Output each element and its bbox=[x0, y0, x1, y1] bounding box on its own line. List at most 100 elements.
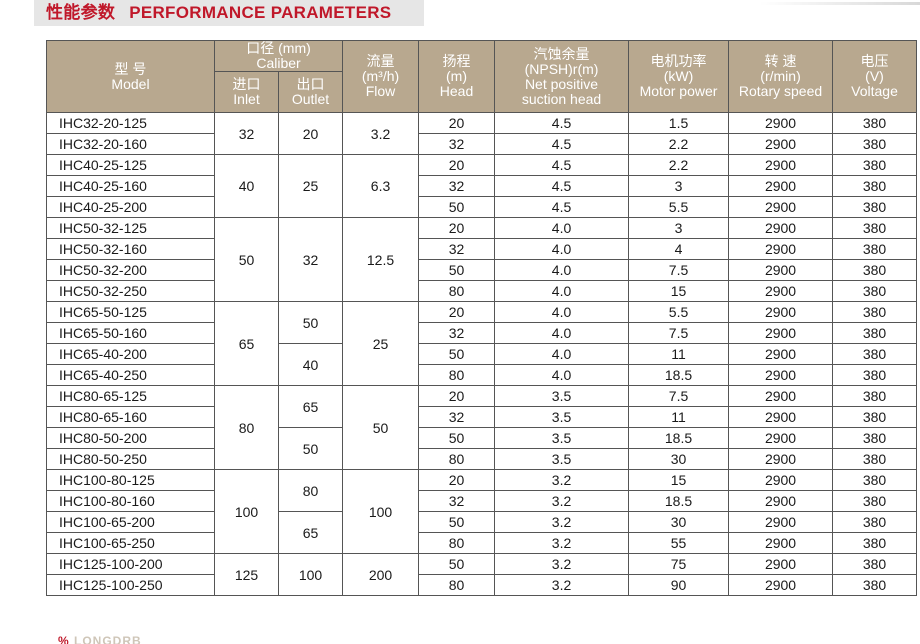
cell-model: IHC80-50-200 bbox=[46, 427, 215, 449]
cell-model: IHC50-32-200 bbox=[46, 259, 215, 281]
cell-power: 7.5 bbox=[628, 259, 730, 281]
header-head-zh: 扬程 bbox=[442, 53, 471, 69]
cell-head: 32 bbox=[418, 406, 496, 428]
cell-voltage: 380 bbox=[832, 154, 918, 176]
cell-speed: 2900 bbox=[728, 448, 834, 470]
header-flow-zh: 流量 bbox=[366, 53, 395, 69]
cell-head: 50 bbox=[418, 427, 496, 449]
cell-flow: 50 bbox=[342, 385, 420, 470]
cell-voltage: 380 bbox=[832, 343, 918, 365]
cell-npsh: 4.5 bbox=[494, 154, 630, 176]
header-head-en: Head bbox=[439, 83, 474, 99]
cell-npsh: 4.5 bbox=[494, 112, 630, 134]
cell-inlet: 100 bbox=[214, 469, 279, 554]
header-caliber-zh: 口径 (mm) bbox=[246, 40, 311, 56]
cell-voltage: 380 bbox=[832, 448, 918, 470]
cell-speed: 2900 bbox=[728, 301, 834, 323]
header-flow: 流量 (m³/h) Flow bbox=[342, 40, 420, 113]
header-inlet-en: Inlet bbox=[233, 91, 260, 107]
cell-outlet: 50 bbox=[277, 427, 344, 470]
cell-head: 50 bbox=[418, 259, 496, 281]
cell-speed: 2900 bbox=[728, 553, 834, 575]
cell-voltage: 380 bbox=[832, 511, 918, 533]
table-row: IHC125-100-200 125 100 200 50 3.2 75 2900 380 bbox=[46, 553, 918, 596]
cell-head: 20 bbox=[418, 301, 496, 323]
cell-npsh: 3.5 bbox=[494, 406, 630, 428]
cell-head: 32 bbox=[418, 238, 496, 260]
table-row: IHC50-32-200 50 4.0 7.5 2900 380 bbox=[46, 259, 918, 281]
table-row: IHC80-65-160 32 3.5 11 2900 380 bbox=[46, 406, 918, 428]
cell-power: 18.5 bbox=[628, 427, 730, 449]
cell-power: 4 bbox=[628, 238, 730, 260]
cell-npsh: 3.2 bbox=[494, 532, 630, 554]
cell-flow: 3.2 bbox=[342, 112, 420, 155]
cell-head: 50 bbox=[418, 196, 496, 218]
cell-head: 20 bbox=[418, 217, 496, 239]
cell-power: 3 bbox=[628, 175, 730, 197]
cell-npsh: 3.5 bbox=[494, 448, 630, 470]
header-head-unit: (m) bbox=[446, 68, 468, 84]
cell-power: 1.5 bbox=[628, 112, 730, 134]
cell-head: 80 bbox=[418, 364, 496, 386]
header-model-zh: 型 号 bbox=[114, 60, 147, 77]
cell-speed: 2900 bbox=[728, 217, 834, 239]
cell-inlet: 65 bbox=[214, 301, 279, 386]
cell-power: 11 bbox=[628, 343, 730, 365]
cell-npsh: 4.0 bbox=[494, 364, 630, 386]
cell-npsh: 4.0 bbox=[494, 322, 630, 344]
cell-power: 2.2 bbox=[628, 133, 730, 155]
cell-npsh: 4.0 bbox=[494, 280, 630, 302]
cell-voltage: 380 bbox=[832, 301, 918, 323]
table-row: IHC100-80-160 32 3.2 18.5 2900 380 bbox=[46, 490, 918, 512]
cell-npsh: 4.5 bbox=[494, 133, 630, 155]
table-body: IHC32-20-125 32 20 3.2 20 4.5 1.5 2900 380 IHC32-… bbox=[46, 112, 918, 596]
cell-head: 80 bbox=[418, 574, 496, 596]
cell-power: 7.5 bbox=[628, 385, 730, 407]
cell-speed: 2900 bbox=[728, 259, 834, 281]
header-npsh-en2: suction head bbox=[521, 90, 602, 107]
table-row: IHC65-50-125 65 50 25 20 4.0 5.5 2900 380 bbox=[46, 301, 918, 386]
header-voltage-unit: (V) bbox=[865, 68, 884, 84]
cell-flow: 200 bbox=[342, 553, 420, 596]
cell-model: IHC100-65-200 bbox=[46, 511, 215, 533]
header-voltage-zh: 电压 bbox=[860, 53, 889, 69]
cell-power: 2.2 bbox=[628, 154, 730, 176]
cell-head: 32 bbox=[418, 490, 496, 512]
cell-npsh: 3.2 bbox=[494, 553, 630, 575]
cell-npsh: 3.2 bbox=[494, 490, 630, 512]
cell-voltage: 380 bbox=[832, 532, 918, 554]
cell-power: 18.5 bbox=[628, 364, 730, 386]
cell-flow: 100 bbox=[342, 469, 420, 554]
cell-outlet: 25 bbox=[277, 154, 344, 218]
header-power-unit: (kW) bbox=[663, 68, 694, 84]
cell-speed: 2900 bbox=[728, 112, 834, 134]
table-row: IHC32-20-160 32 4.5 2.2 2900 380 bbox=[46, 133, 918, 155]
cell-head: 80 bbox=[418, 280, 496, 302]
table-row: IHC100-65-200 65 50 3.2 30 2900 380 bbox=[46, 511, 918, 554]
header-speed: 转 速 (r/min) Rotary speed bbox=[728, 40, 834, 113]
header-power-en: Motor power bbox=[639, 83, 718, 99]
header-inlet-zh: 进口 bbox=[232, 76, 261, 92]
title-bar bbox=[34, 0, 424, 26]
cell-voltage: 380 bbox=[832, 238, 918, 260]
cell-model: IHC80-65-160 bbox=[46, 406, 215, 428]
cell-speed: 2900 bbox=[728, 574, 834, 596]
cell-npsh: 4.0 bbox=[494, 217, 630, 239]
table-row: IHC50-32-250 80 4.0 15 2900 380 bbox=[46, 280, 918, 302]
header-npsh-unit: (NPSH)r(m) bbox=[524, 60, 599, 77]
cell-speed: 2900 bbox=[728, 511, 834, 533]
cell-voltage: 380 bbox=[832, 574, 918, 596]
cell-voltage: 380 bbox=[832, 196, 918, 218]
footer-logo-text: LONGDRB bbox=[74, 634, 142, 644]
cell-voltage: 380 bbox=[832, 217, 918, 239]
table-row: IHC125-100-250 80 3.2 90 2900 380 bbox=[46, 574, 918, 596]
cell-flow: 6.3 bbox=[342, 154, 420, 218]
cell-speed: 2900 bbox=[728, 175, 834, 197]
cell-head: 20 bbox=[418, 469, 496, 491]
cell-speed: 2900 bbox=[728, 280, 834, 302]
cell-speed: 2900 bbox=[728, 343, 834, 365]
header-power-zh: 电机功率 bbox=[650, 53, 707, 69]
cell-head: 80 bbox=[418, 532, 496, 554]
cell-voltage: 380 bbox=[832, 322, 918, 344]
cell-outlet: 20 bbox=[277, 112, 344, 155]
